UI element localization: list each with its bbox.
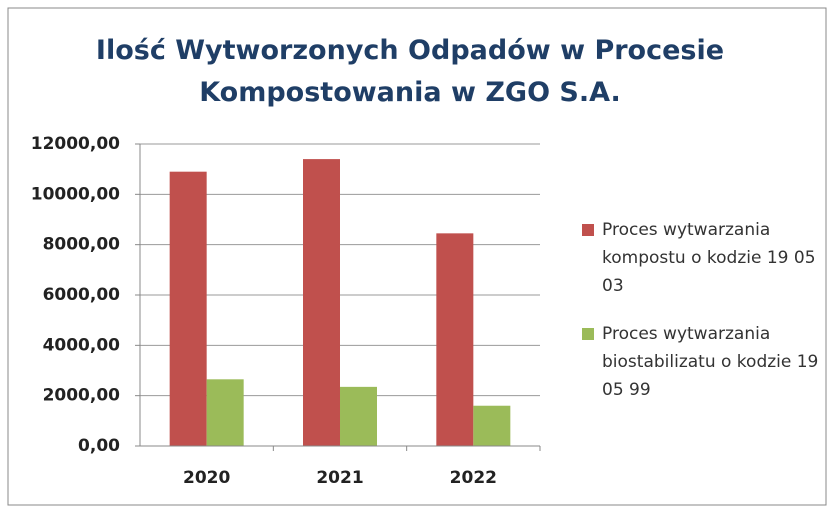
legend-swatch bbox=[582, 328, 594, 340]
legend-entry: Proces wytwarzania kompostu o kodzie 19 … bbox=[582, 216, 834, 300]
y-tick-label: 6000,00 bbox=[43, 285, 121, 305]
y-tick-label: 0,00 bbox=[78, 436, 120, 456]
legend-entry: Proces wytwarzania biostabilizatu o kodz… bbox=[582, 320, 834, 404]
bar bbox=[303, 159, 340, 446]
x-tick-label: 2022 bbox=[450, 468, 497, 488]
x-tick-label: 2020 bbox=[183, 468, 230, 488]
chart-border bbox=[7, 7, 827, 506]
bar bbox=[473, 405, 511, 446]
x-tick-label: 2021 bbox=[316, 468, 363, 488]
legend-swatch bbox=[582, 224, 594, 236]
bar bbox=[436, 233, 474, 446]
y-tick-label: 12000,00 bbox=[31, 134, 120, 154]
bar bbox=[169, 171, 207, 446]
legend-label: Proces wytwarzania kompostu o kodzie 19 … bbox=[602, 220, 816, 296]
chart-title: Ilość Wytworzonych Odpadów w Procesie Ko… bbox=[95, 35, 725, 108]
y-tick-label: 8000,00 bbox=[43, 235, 121, 255]
y-tick-label: 4000,00 bbox=[43, 335, 121, 355]
bar bbox=[340, 386, 377, 446]
y-tick-label: 2000,00 bbox=[43, 386, 121, 406]
legend-label: Proces wytwarzania biostabilizatu o kodz… bbox=[602, 324, 819, 400]
bar bbox=[206, 379, 244, 446]
y-tick-label: 10000,00 bbox=[31, 184, 120, 204]
